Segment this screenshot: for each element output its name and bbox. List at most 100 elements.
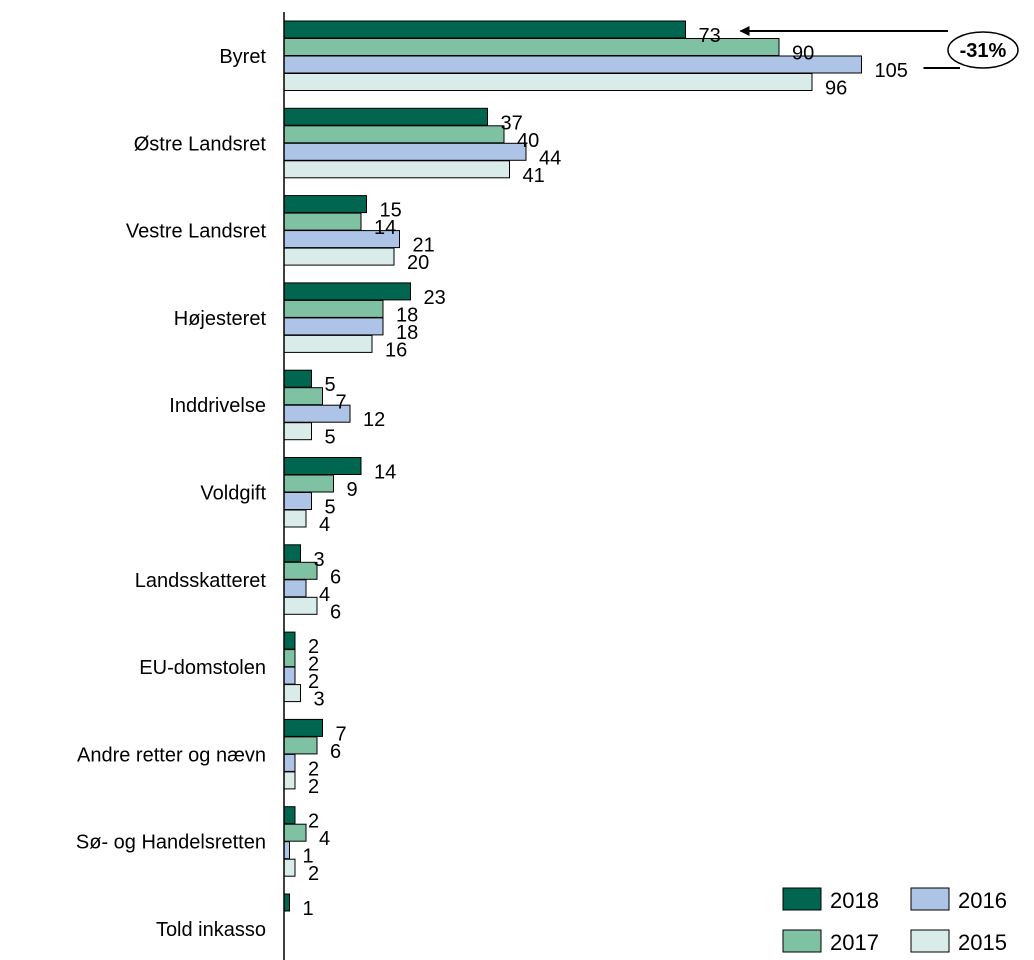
- value-label-voldgift-2016: 5: [325, 497, 336, 519]
- bar-inddrivelse-2018: [283, 369, 312, 388]
- change-annotation: -31%: [739, 26, 1019, 69]
- legend-swatch-2018: [782, 887, 822, 911]
- value-label-østre-landsret-2018: 37: [501, 112, 523, 134]
- bar-vestre-landsret-2015: [283, 247, 395, 266]
- value-label-højesteret-2018: 23: [424, 287, 446, 309]
- bar-eu-domstolen-2017: [283, 649, 296, 668]
- value-label-byret-2016: 105: [875, 60, 908, 82]
- category-label-østre-landsret: Østre Landsret: [134, 133, 267, 155]
- annotation-text: -31%: [960, 40, 1007, 62]
- category-label-byret: Byret: [219, 46, 266, 68]
- value-label-told-inkasso-2018: 1: [303, 898, 314, 920]
- bars-group: [283, 20, 862, 912]
- category-label-told-inkasso: Told inkasso: [156, 919, 266, 941]
- bar-sø-og-handelsretten-2015: [283, 858, 296, 877]
- bar-voldgift-2015: [283, 509, 307, 528]
- value-label-inddrivelse-2017: 7: [336, 392, 347, 414]
- value-label-sø-og-handelsretten-2015: 2: [308, 863, 319, 885]
- bar-sø-og-handelsretten-2017: [283, 823, 307, 842]
- bar-landsskatteret-2018: [283, 544, 301, 563]
- category-label-landsskatteret: Landsskatteret: [135, 570, 267, 592]
- bar-landsskatteret-2016: [283, 579, 307, 598]
- category-label-vestre-landsret: Vestre Landsret: [126, 221, 267, 243]
- value-label-vestre-landsret-2015: 20: [407, 252, 429, 274]
- value-label-sø-og-handelsretten-2017: 4: [319, 828, 330, 850]
- bar-østre-landsret-2015: [283, 160, 510, 179]
- bar-eu-domstolen-2018: [283, 631, 296, 650]
- bar-østre-landsret-2016: [283, 142, 527, 161]
- value-label-inddrivelse-2018: 5: [325, 374, 336, 396]
- bar-voldgift-2016: [283, 492, 312, 510]
- value-label-sø-og-handelsretten-2016: 1: [303, 846, 314, 868]
- value-label-andre-retter-og-nævn-2016: 2: [308, 758, 319, 780]
- value-label-eu-domstolen-2018: 2: [308, 636, 319, 658]
- bar-voldgift-2018: [283, 457, 362, 475]
- bar-østre-landsret-2017: [283, 125, 505, 144]
- value-label-voldgift-2017: 9: [347, 479, 358, 501]
- category-labels-group: Byret Østre Landsret Vestre Landsret Højest…: [76, 46, 267, 941]
- bar-sø-og-handelsretten-2018: [283, 806, 296, 825]
- value-label-højesteret-2017: 18: [396, 304, 418, 326]
- legend: 2018 2016 2017 2015: [782, 887, 1007, 955]
- legend-swatch-2017: [782, 929, 822, 953]
- bar-eu-domstolen-2016: [283, 666, 296, 685]
- category-label-højesteret: Højesteret: [174, 308, 267, 330]
- value-labels-group: 7390105963740444115142120231818165712514…: [303, 25, 908, 920]
- bar-byret-2016: [283, 55, 862, 74]
- value-label-højesteret-2016: 18: [396, 322, 418, 344]
- bar-vestre-landsret-2017: [283, 212, 362, 231]
- bar-andre-retter-og-nævn-2015: [283, 771, 296, 790]
- value-label-vestre-landsret-2016: 21: [413, 235, 435, 257]
- legend-swatch-2016: [910, 887, 950, 911]
- bar-landsskatteret-2015: [283, 596, 318, 615]
- legend-label-2016: 2016: [958, 888, 1007, 913]
- bar-højesteret-2017: [283, 299, 384, 318]
- bar-byret-2018: [283, 20, 686, 39]
- bar-landsskatteret-2017: [283, 561, 318, 580]
- value-label-eu-domstolen-2017: 2: [308, 654, 319, 676]
- value-label-voldgift-2015: 4: [319, 514, 330, 536]
- value-label-landsskatteret-2017: 6: [330, 566, 341, 588]
- category-label-eu-domstolen: EU-domstolen: [139, 657, 266, 679]
- bar-inddrivelse-2015: [283, 422, 312, 441]
- value-label-østre-landsret-2015: 41: [523, 165, 545, 187]
- bar-eu-domstolen-2015: [283, 684, 301, 703]
- value-label-østre-landsret-2016: 44: [539, 147, 561, 169]
- value-label-inddrivelse-2016: 12: [363, 409, 385, 431]
- value-label-andre-retter-og-nævn-2018: 7: [336, 723, 347, 745]
- value-label-vestre-landsret-2018: 15: [380, 200, 402, 222]
- category-label-sø-og-handelsretten: Sø- og Handelsretten: [76, 832, 266, 854]
- annotation-ellipse: [947, 31, 1019, 69]
- bar-højesteret-2015: [283, 334, 373, 353]
- value-label-andre-retter-og-nævn-2017: 6: [330, 741, 341, 763]
- value-label-landsskatteret-2015: 6: [330, 601, 341, 623]
- bar-højesteret-2016: [283, 317, 384, 336]
- bar-told-inkasso-2018: [283, 893, 290, 912]
- value-label-landsskatteret-2016: 4: [319, 584, 330, 606]
- value-label-byret-2015: 96: [825, 78, 847, 100]
- value-label-eu-domstolen-2015: 3: [314, 689, 325, 711]
- bar-vestre-landsret-2018: [283, 195, 367, 214]
- bar-andre-retter-og-nævn-2018: [283, 718, 323, 737]
- value-label-østre-landsret-2017: 40: [517, 130, 539, 152]
- value-label-landsskatteret-2018: 3: [314, 549, 325, 571]
- value-label-højesteret-2015: 16: [385, 339, 407, 361]
- bar-sø-og-handelsretten-2016: [283, 841, 290, 860]
- value-label-vestre-landsret-2017: 14: [374, 217, 396, 239]
- bar-andre-retter-og-nævn-2017: [283, 736, 318, 755]
- value-label-byret-2018: 73: [699, 25, 721, 47]
- value-label-eu-domstolen-2016: 2: [308, 671, 319, 693]
- bar-andre-retter-og-nævn-2016: [283, 753, 296, 772]
- legend-swatch-2015: [910, 929, 950, 953]
- category-label-voldgift: Voldgift: [200, 483, 266, 505]
- bar-højesteret-2018: [283, 282, 411, 301]
- category-label-inddrivelse: Inddrivelse: [169, 395, 266, 417]
- value-label-andre-retter-og-nævn-2015: 2: [308, 776, 319, 798]
- value-label-inddrivelse-2015: 5: [325, 427, 336, 449]
- legend-label-2017: 2017: [830, 930, 879, 955]
- bar-østre-landsret-2018: [283, 107, 488, 126]
- legend-label-2018: 2018: [830, 888, 879, 913]
- value-label-byret-2017: 90: [792, 43, 814, 65]
- bar-inddrivelse-2017: [283, 387, 323, 406]
